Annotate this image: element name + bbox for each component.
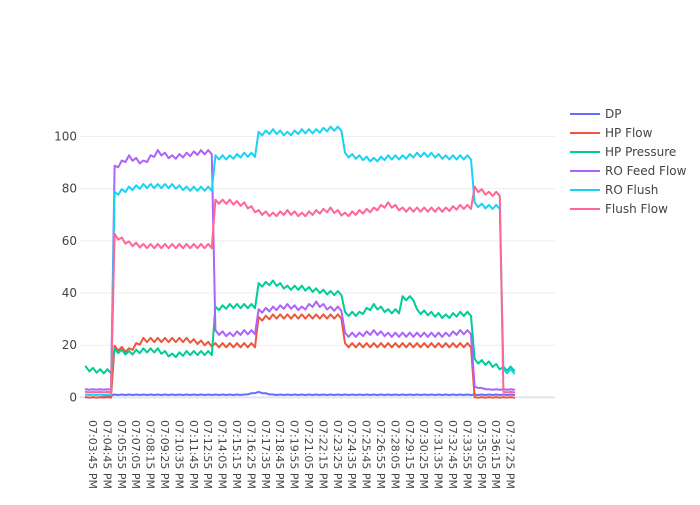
x-tick-label: 07:23:25 PM bbox=[331, 420, 344, 489]
x-tick-label: 07:19:55 PM bbox=[288, 420, 301, 489]
legend-label: RO Feed Flow bbox=[605, 164, 687, 178]
x-tick-label: 07:05:55 PM bbox=[115, 420, 128, 489]
grid-layer bbox=[80, 136, 555, 399]
legend-label: DP bbox=[605, 107, 621, 121]
x-tick-label: 07:03:45 PM bbox=[86, 420, 99, 489]
x-axis-ticks: 07:03:45 PM 07:04:45 PM 07:05:55 PM 07:07:0… bbox=[86, 420, 517, 489]
x-tick-label: 07:25:45 PM bbox=[360, 420, 373, 489]
legend-item-hp-pressure[interactable]: HP Pressure bbox=[570, 145, 676, 159]
series-layer bbox=[84, 125, 516, 399]
series-line-ro-feed-flow bbox=[84, 149, 516, 391]
x-tick-label: 07:07:05 PM bbox=[129, 420, 142, 489]
x-tick-label: 07:18:45 PM bbox=[273, 420, 286, 489]
y-tick-label: 60 bbox=[62, 234, 77, 248]
y-tick-label: 0 bbox=[69, 390, 77, 404]
x-tick-label: 07:37:25 PM bbox=[504, 420, 517, 489]
y-tick-label: 100 bbox=[54, 130, 77, 144]
x-tick-label: 07:31:35 PM bbox=[432, 420, 445, 489]
x-tick-label: 07:14:05 PM bbox=[216, 420, 229, 489]
x-tick-label: 07:24:35 PM bbox=[345, 420, 358, 489]
legend-item-hp-flow[interactable]: HP Flow bbox=[570, 126, 653, 140]
x-tick-label: 07:32:45 PM bbox=[446, 420, 459, 489]
y-tick-label: 80 bbox=[62, 182, 77, 196]
x-tick-label: 07:36:15 PM bbox=[489, 420, 502, 489]
x-tick-label: 07:04:45 PM bbox=[100, 420, 113, 489]
x-tick-label: 07:33:55 PM bbox=[460, 420, 473, 489]
legend-item-ro-flush[interactable]: RO Flush bbox=[570, 183, 658, 197]
series-line-dp bbox=[84, 390, 516, 399]
x-tick-label: 07:22:15 PM bbox=[316, 420, 329, 489]
legend[interactable]: DP HP Flow HP Pressure RO Feed Flow RO Flush… bbox=[570, 107, 687, 216]
x-tick-label: 07:28:05 PM bbox=[388, 420, 401, 489]
y-tick-label: 20 bbox=[62, 338, 77, 352]
x-tick-label: 07:29:15 PM bbox=[403, 420, 416, 489]
legend-label: HP Pressure bbox=[605, 145, 676, 159]
legend-label: Flush Flow bbox=[605, 202, 668, 216]
legend-item-ro-feed-flow[interactable]: RO Feed Flow bbox=[570, 164, 687, 178]
y-tick-label: 40 bbox=[62, 286, 77, 300]
series-line-hp-flow bbox=[84, 313, 516, 399]
series-line-hp-pressure bbox=[84, 279, 516, 375]
x-tick-label: 07:15:15 PM bbox=[230, 420, 243, 489]
legend-label: RO Flush bbox=[605, 183, 658, 197]
x-tick-label: 07:09:25 PM bbox=[158, 420, 171, 489]
x-tick-label: 07:21:05 PM bbox=[302, 420, 315, 489]
legend-label: HP Flow bbox=[605, 126, 653, 140]
x-tick-label: 07:26:55 PM bbox=[374, 420, 387, 489]
x-tick-label: 07:08:15 PM bbox=[144, 420, 157, 489]
legend-item-flush-flow[interactable]: Flush Flow bbox=[570, 202, 668, 216]
series-line-flush-flow bbox=[84, 185, 516, 394]
series-line-ro-flush bbox=[84, 125, 516, 396]
y-axis-ticks: 0 20 40 60 80 100 bbox=[54, 130, 77, 405]
x-tick-label: 07:35:05 PM bbox=[475, 420, 488, 489]
x-tick-label: 07:10:35 PM bbox=[172, 420, 185, 489]
x-tick-label: 07:30:25 PM bbox=[417, 420, 430, 489]
x-tick-label: 07:12:55 PM bbox=[201, 420, 214, 489]
x-tick-label: 07:11:45 PM bbox=[187, 420, 200, 489]
legend-item-dp[interactable]: DP bbox=[570, 107, 621, 121]
x-tick-label: 07:16:25 PM bbox=[244, 420, 257, 489]
x-tick-label: 07:17:35 PM bbox=[259, 420, 272, 489]
